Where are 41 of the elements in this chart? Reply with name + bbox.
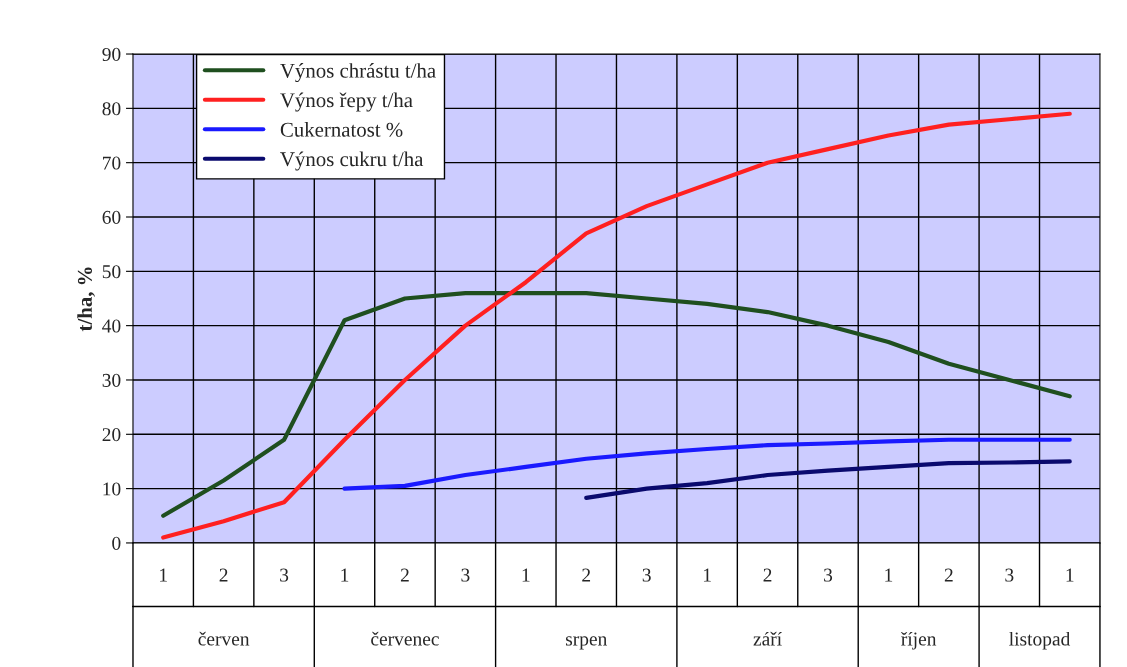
x-tick-label: 2	[219, 568, 228, 582]
legend-label: Výnos chrástu t/ha	[280, 63, 436, 83]
y-tick-label: 60	[102, 210, 121, 224]
legend-label: Výnos řepy t/ha	[280, 92, 413, 112]
x-tick-label: 1	[522, 568, 530, 582]
y-tick-label: 50	[102, 265, 121, 279]
text: září	[753, 631, 782, 646]
y-tick-label: 80	[102, 102, 121, 116]
y-tick-label: 30	[102, 373, 121, 387]
x-tick-label: 2	[944, 568, 953, 582]
line-series	[161, 290, 1072, 518]
x-tick-label: 3	[642, 568, 651, 582]
text: červen	[198, 631, 250, 646]
x-tick-label: 1	[885, 568, 893, 582]
text: srpen	[565, 636, 608, 650]
line-series	[584, 459, 1072, 500]
legend-label: Cukernatost %	[280, 122, 403, 137]
line-series	[342, 437, 1072, 491]
x-tick-label: 2	[582, 568, 591, 582]
y-tick-label: 40	[102, 319, 121, 333]
x-tick-label: 1	[341, 568, 349, 582]
text: červenec	[371, 631, 439, 646]
y-axis-title: t/ha, %	[77, 267, 95, 332]
y-tick-label: 0	[112, 536, 121, 550]
x-tick-label: 3	[461, 568, 470, 582]
y-tick-label: 70	[103, 156, 121, 170]
text: listopad	[1009, 631, 1071, 650]
legend-label: Výnos cukru t/ha	[280, 151, 424, 171]
y-tick-label: 10	[103, 482, 121, 496]
x-tick-label: 3	[1005, 568, 1014, 582]
x-tick-label: 2	[400, 568, 409, 582]
x-tick-label: 2	[763, 568, 772, 582]
y-tick-label: 90	[102, 47, 121, 61]
y-tick-label: 20	[102, 428, 121, 442]
x-tick-label: 1	[703, 568, 711, 582]
x-tick-label: 3	[280, 568, 289, 582]
text: říjen	[901, 631, 937, 650]
x-tick-label: 3	[824, 568, 833, 582]
x-tick-label: 1	[160, 568, 167, 582]
line-series	[161, 111, 1072, 540]
x-tick-label: 1	[1066, 568, 1074, 582]
